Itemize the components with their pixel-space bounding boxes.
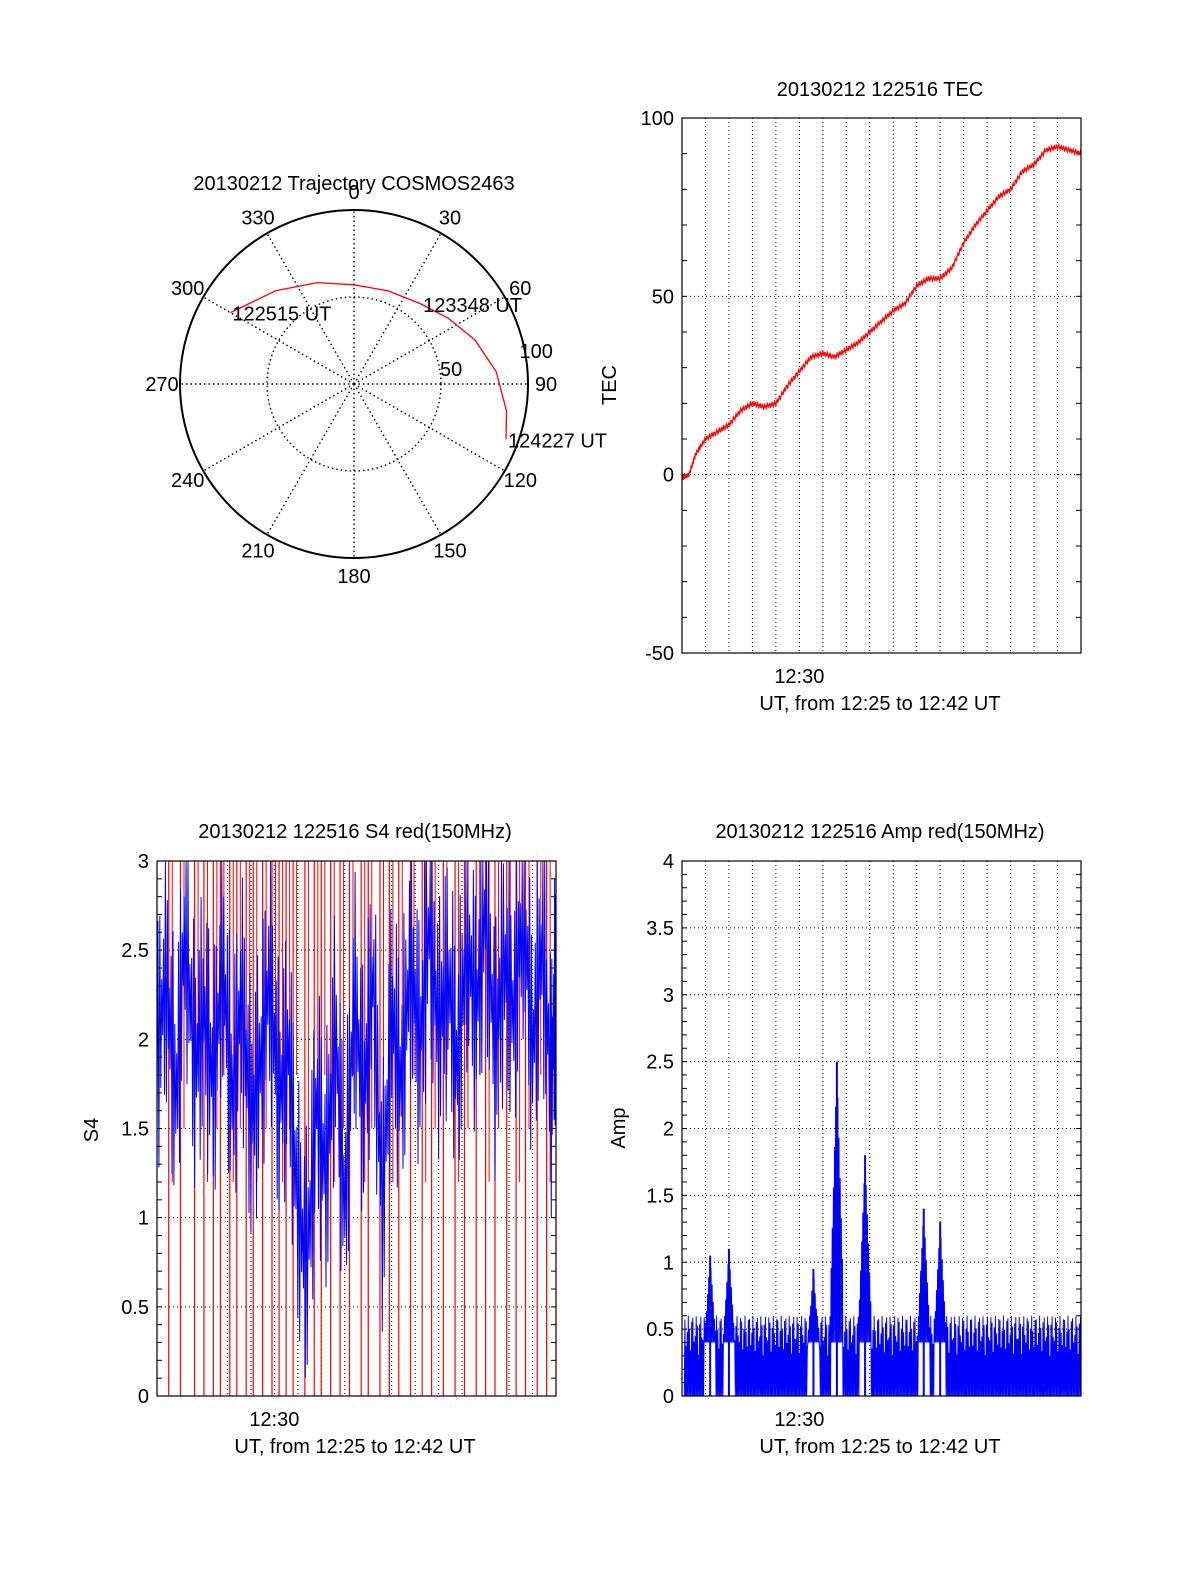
trajectory-title: 20130212 Trajectory COSMOS2463	[193, 173, 514, 195]
tec-ytick-label: 100	[641, 108, 674, 130]
amp-ytick-label: 0.5	[646, 1319, 674, 1341]
tec-ytick-label: -50	[645, 643, 674, 665]
amp-ytick-label: 2.5	[646, 1052, 674, 1074]
polar-angle-label: 240	[171, 470, 204, 492]
s4-xtick-label: 12:30	[249, 1409, 299, 1431]
tec-series-line	[681, 142, 1082, 480]
amp-ytick-label: 0	[663, 1386, 674, 1408]
amp-frame	[681, 860, 1082, 1397]
polar-angle-label: 270	[145, 374, 178, 396]
s4-ytick-label: 2.5	[121, 940, 149, 962]
trajectory-time-label: 122515 UT	[232, 304, 331, 326]
polar-radius-label: 50	[440, 359, 462, 381]
s4-frame	[156, 860, 557, 1397]
s4-title: 20130212 122516 S4 red(150MHz)	[198, 821, 512, 843]
trajectory-r-axis-label: TEC	[599, 365, 621, 405]
amp-series-line	[683, 1066, 1082, 1397]
amp-xlabel: UT, from 12:25 to 12:42 UT	[759, 1436, 1000, 1458]
s4-ytick-label: 1	[138, 1208, 149, 1230]
polar-spoke	[353, 296, 506, 385]
amp-ytick-label: 3	[663, 985, 674, 1007]
polar-angle-label: 60	[509, 278, 531, 300]
s4-ytick-label: 0	[138, 1386, 149, 1408]
tec-ytick-label: 50	[652, 286, 674, 308]
polar-angle-label: 30	[439, 208, 461, 230]
polar-angle-label: 150	[433, 540, 466, 562]
amp-line-plot: 20130212 122516 Amp red(150MHz) UT, from…	[608, 821, 1082, 1458]
polar-spoke	[266, 383, 355, 536]
amp-ytick-label: 4	[663, 851, 674, 873]
polar-angle-label: 90	[535, 374, 557, 396]
trajectory-track	[230, 281, 508, 440]
tec-ytick-label: 0	[663, 465, 674, 487]
amp-ytick-label: 3.5	[646, 918, 674, 940]
polar-angle-label: 180	[337, 566, 370, 588]
s4-line-plot: 20130212 122516 S4 red(150MHz) UT, from …	[81, 821, 557, 1458]
amp-ytick-label: 1	[663, 1252, 674, 1274]
amp-title: 20130212 122516 Amp red(150MHz)	[715, 821, 1044, 843]
polar-spoke	[266, 232, 355, 385]
polar-spoke	[202, 296, 355, 385]
polar-spoke	[353, 232, 442, 385]
s4-ytick-label: 1.5	[121, 1119, 149, 1141]
s4-blue-series	[156, 860, 556, 1378]
s4-ytick-label: 0.5	[121, 1297, 149, 1319]
polar-angle-label: 120	[504, 470, 537, 492]
amp-ylabel: Amp	[608, 1107, 630, 1148]
amp-ytick-label: 1.5	[646, 1185, 674, 1207]
tec-xtick-label: 12:30	[774, 666, 824, 688]
polar-radius-label: 100	[520, 341, 553, 363]
trajectory-time-label: 124227 UT	[508, 430, 607, 452]
polar-angle-label: 210	[241, 540, 274, 562]
s4-ytick-label: 2	[138, 1029, 149, 1051]
s4-ytick-label: 3	[138, 851, 149, 873]
tec-title: 20130212 122516 TEC	[777, 79, 983, 101]
tec-frame	[681, 117, 1082, 654]
polar-angle-label: 300	[171, 278, 204, 300]
trajectory-polar-plot: 20130212 Trajectory COSMOS2463 TEC 0 30 60…	[145, 173, 621, 588]
tec-xlabel: UT, from 12:25 to 12:42 UT	[759, 693, 1000, 715]
trajectory-time-label: 123348 UT	[423, 295, 522, 317]
polar-spoke	[353, 383, 506, 472]
tec-line-plot: 20130212 122516 TEC UT, from 12:25 to 12…	[641, 79, 1082, 715]
s4-xlabel: UT, from 12:25 to 12:42 UT	[234, 1436, 475, 1458]
amp-xtick-label: 12:30	[774, 1409, 824, 1431]
polar-angle-label: 330	[241, 208, 274, 230]
amp-ytick-label: 2	[663, 1119, 674, 1141]
s4-ylabel: S4	[81, 1118, 103, 1142]
polar-spoke	[202, 383, 355, 472]
polar-outer-ring	[179, 209, 529, 559]
polar-spoke	[353, 383, 442, 536]
polar-angle-label: 0	[348, 182, 359, 204]
